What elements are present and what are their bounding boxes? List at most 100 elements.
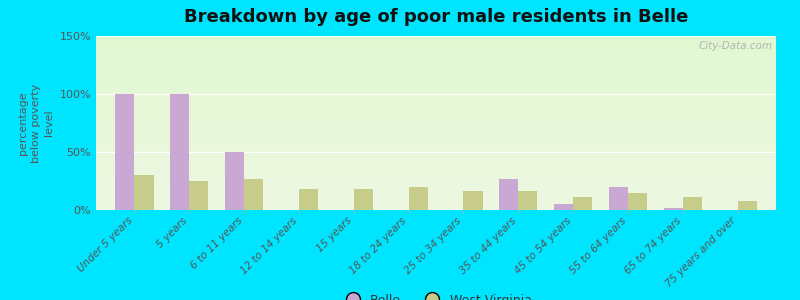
Bar xyxy=(96,189,776,191)
Bar xyxy=(96,203,776,205)
Bar xyxy=(96,167,776,168)
Bar xyxy=(96,194,776,196)
Bar xyxy=(96,46,776,48)
Bar xyxy=(96,57,776,58)
Bar xyxy=(96,55,776,57)
Bar xyxy=(170,94,190,210)
Bar xyxy=(96,60,776,62)
Bar xyxy=(96,38,776,40)
Bar xyxy=(96,81,776,83)
Bar xyxy=(96,93,776,95)
Bar xyxy=(96,142,776,144)
Bar xyxy=(96,170,776,172)
Bar xyxy=(96,198,776,200)
Bar xyxy=(96,165,776,167)
Bar xyxy=(96,200,776,201)
Bar xyxy=(96,130,776,132)
Bar xyxy=(96,140,776,142)
Bar xyxy=(96,175,776,177)
Bar xyxy=(96,95,776,97)
Bar xyxy=(96,168,776,170)
Bar xyxy=(96,88,776,90)
Bar xyxy=(96,146,776,147)
Bar xyxy=(96,53,776,55)
Bar xyxy=(96,160,776,161)
Bar xyxy=(96,193,776,194)
Bar xyxy=(96,191,776,193)
Bar xyxy=(96,137,776,139)
Bar xyxy=(96,43,776,45)
Bar xyxy=(96,125,776,127)
Bar xyxy=(738,201,757,210)
Bar xyxy=(518,191,538,210)
Bar xyxy=(96,135,776,137)
Bar xyxy=(609,187,628,210)
Bar xyxy=(96,86,776,88)
Bar xyxy=(354,189,373,210)
Bar xyxy=(96,184,776,186)
Bar xyxy=(96,62,776,64)
Bar xyxy=(96,139,776,140)
Bar xyxy=(299,189,318,210)
Bar xyxy=(96,102,776,104)
Bar xyxy=(96,186,776,188)
Bar xyxy=(96,119,776,121)
Bar xyxy=(409,187,428,210)
Bar xyxy=(96,153,776,154)
Bar xyxy=(96,45,776,46)
Bar xyxy=(463,191,482,210)
Bar xyxy=(96,36,776,38)
Bar xyxy=(628,193,647,210)
Bar xyxy=(96,83,776,85)
Bar xyxy=(554,204,573,210)
Bar xyxy=(682,197,702,210)
Bar xyxy=(96,111,776,112)
Bar xyxy=(96,127,776,128)
Bar xyxy=(96,106,776,107)
Bar xyxy=(96,156,776,158)
Bar xyxy=(96,118,776,119)
Bar xyxy=(96,114,776,116)
Bar xyxy=(96,66,776,67)
Bar xyxy=(96,109,776,111)
Bar xyxy=(96,100,776,102)
Bar xyxy=(96,50,776,52)
Bar xyxy=(96,123,776,125)
Bar xyxy=(96,80,776,81)
Bar xyxy=(96,76,776,78)
Bar xyxy=(134,175,154,210)
Bar xyxy=(96,158,776,160)
Bar xyxy=(96,201,776,203)
Y-axis label: percentage
below poverty
level: percentage below poverty level xyxy=(18,83,54,163)
Bar xyxy=(96,69,776,71)
Bar xyxy=(499,179,518,210)
Bar xyxy=(96,208,776,210)
Bar xyxy=(96,134,776,135)
Bar xyxy=(96,132,776,134)
Bar xyxy=(96,74,776,76)
Bar xyxy=(96,163,776,165)
Bar xyxy=(96,58,776,60)
Bar xyxy=(96,154,776,156)
Bar xyxy=(96,73,776,74)
Bar xyxy=(225,152,244,210)
Bar xyxy=(96,206,776,208)
Bar xyxy=(96,128,776,130)
Bar xyxy=(573,197,592,210)
Bar xyxy=(96,78,776,80)
Bar xyxy=(96,90,776,92)
Bar xyxy=(96,64,776,66)
Bar xyxy=(96,188,776,189)
Bar xyxy=(96,116,776,118)
Bar xyxy=(96,67,776,69)
Bar xyxy=(96,92,776,93)
Bar xyxy=(96,112,776,114)
Bar xyxy=(96,177,776,179)
Bar xyxy=(96,151,776,153)
Bar xyxy=(190,181,209,210)
Title: Breakdown by age of poor male residents in Belle: Breakdown by age of poor male residents … xyxy=(184,8,688,26)
Bar xyxy=(96,147,776,149)
Bar xyxy=(96,182,776,184)
Legend: Belle, West Virginia: Belle, West Virginia xyxy=(335,289,537,300)
Bar xyxy=(96,41,776,43)
